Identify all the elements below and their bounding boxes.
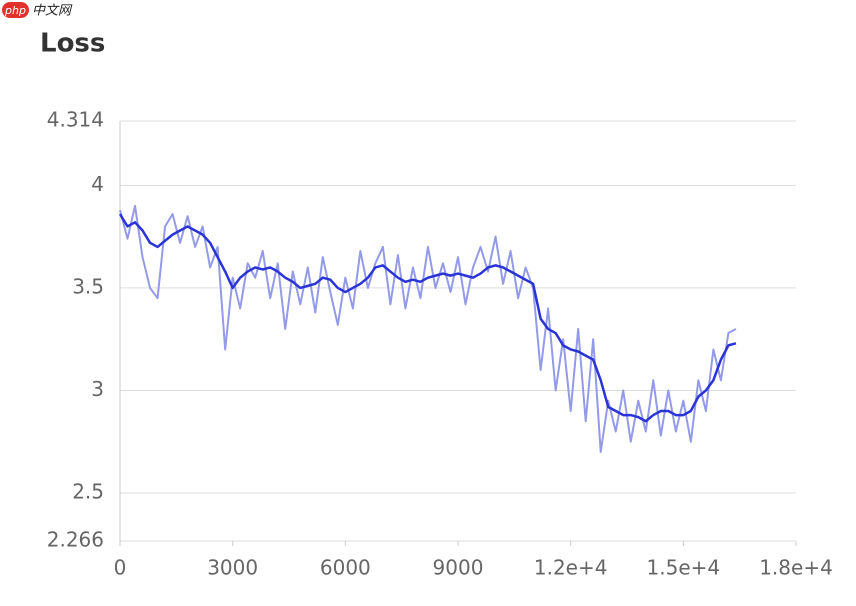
x-tick-label: 3000 — [207, 556, 258, 580]
logo-badge — [2, 2, 29, 18]
chart-title: Loss — [40, 29, 105, 59]
x-tick-label: 1.8e+4 — [759, 556, 833, 580]
x-tick-label: 0 — [114, 556, 127, 580]
y-tick-label: 2.5 — [72, 480, 104, 504]
series-line — [119, 204, 737, 453]
x-tick-label: 1.2e+4 — [534, 556, 608, 580]
y-tick-label: 4.314 — [47, 108, 104, 132]
x-tick-label: 9000 — [433, 556, 484, 580]
logo-text: 中文网 — [32, 3, 73, 19]
x-tick-label: 1.5e+4 — [647, 556, 721, 580]
x-tick-label: 6000 — [320, 556, 371, 580]
series-line — [118, 213, 737, 423]
y-tick-label: 3 — [91, 377, 104, 401]
y-tick-label: 2.266 — [47, 528, 104, 552]
y-tick-label: 3.5 — [72, 274, 104, 298]
logo-badge-text: php — [4, 4, 26, 17]
y-tick-label: 4 — [91, 172, 104, 196]
